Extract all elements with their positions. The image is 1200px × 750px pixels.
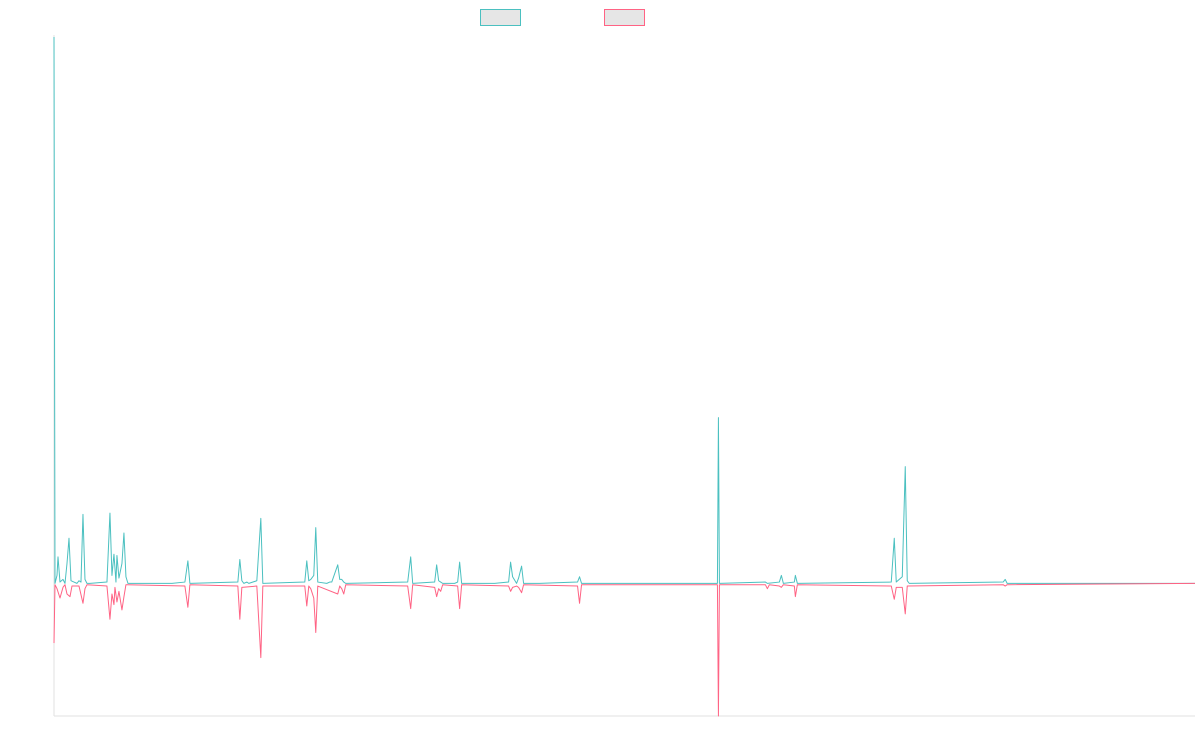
legend[interactable] (480, 9, 645, 26)
series-group (53, 36, 1196, 717)
legend-swatch-2[interactable] (604, 9, 645, 26)
legend-swatch-1[interactable] (480, 9, 521, 26)
series-line-2 (53, 582, 1196, 717)
axes (53, 35, 1195, 717)
series-line-1 (53, 36, 1195, 584)
